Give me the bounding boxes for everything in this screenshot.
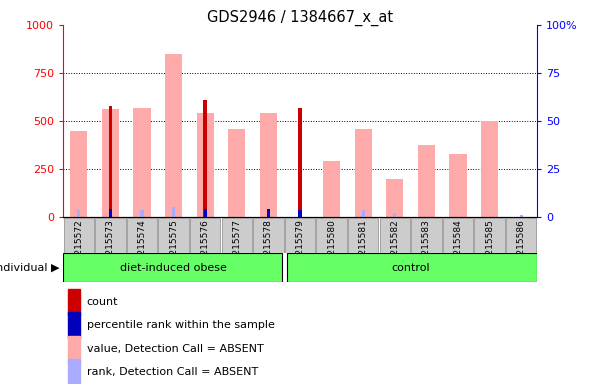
- FancyBboxPatch shape: [190, 218, 220, 253]
- Bar: [68, 359, 80, 384]
- FancyBboxPatch shape: [127, 218, 157, 253]
- Bar: [520, 215, 523, 217]
- FancyBboxPatch shape: [443, 218, 473, 253]
- Bar: [197, 113, 214, 217]
- FancyBboxPatch shape: [411, 218, 442, 253]
- Bar: [63, 253, 282, 282]
- Bar: [287, 253, 537, 282]
- FancyBboxPatch shape: [64, 218, 94, 253]
- Text: GSM215579: GSM215579: [296, 219, 305, 274]
- Bar: [418, 145, 435, 217]
- Text: GSM215583: GSM215583: [422, 219, 431, 274]
- Text: GSM215580: GSM215580: [327, 219, 336, 274]
- Text: GSM215585: GSM215585: [485, 219, 494, 274]
- Bar: [323, 161, 340, 217]
- Text: percentile rank within the sample: percentile rank within the sample: [87, 320, 275, 330]
- Bar: [481, 121, 498, 217]
- Text: GSM215575: GSM215575: [169, 219, 178, 274]
- Text: GSM215584: GSM215584: [454, 219, 463, 273]
- Text: value, Detection Call = ABSENT: value, Detection Call = ABSENT: [87, 344, 263, 354]
- Bar: [362, 210, 365, 217]
- Bar: [203, 209, 207, 217]
- Bar: [68, 336, 80, 362]
- Text: GSM215582: GSM215582: [391, 219, 400, 273]
- FancyBboxPatch shape: [380, 218, 410, 253]
- Text: GSM215578: GSM215578: [264, 219, 273, 274]
- Bar: [172, 207, 175, 217]
- Text: GSM215576: GSM215576: [200, 219, 210, 274]
- Bar: [393, 213, 397, 217]
- Bar: [267, 209, 270, 217]
- Bar: [260, 113, 277, 217]
- Bar: [109, 106, 112, 217]
- Bar: [70, 131, 88, 217]
- Text: GSM215581: GSM215581: [359, 219, 368, 274]
- Text: count: count: [87, 297, 118, 307]
- Bar: [228, 129, 245, 217]
- FancyBboxPatch shape: [348, 218, 379, 253]
- Bar: [203, 100, 207, 217]
- Text: GSM215573: GSM215573: [106, 219, 115, 274]
- Bar: [386, 179, 403, 217]
- Bar: [102, 109, 119, 217]
- FancyBboxPatch shape: [158, 218, 189, 253]
- Text: individual ▶: individual ▶: [0, 263, 60, 273]
- Bar: [449, 154, 467, 217]
- Text: GSM215572: GSM215572: [74, 219, 83, 273]
- Text: rank, Detection Call = ABSENT: rank, Detection Call = ABSENT: [87, 367, 258, 377]
- Bar: [298, 210, 302, 217]
- Text: control: control: [391, 263, 430, 273]
- Bar: [77, 210, 80, 217]
- FancyBboxPatch shape: [95, 218, 125, 253]
- Text: GSM215574: GSM215574: [137, 219, 146, 273]
- Bar: [355, 129, 372, 217]
- FancyBboxPatch shape: [253, 218, 284, 253]
- FancyBboxPatch shape: [475, 218, 505, 253]
- Bar: [68, 312, 80, 338]
- FancyBboxPatch shape: [221, 218, 252, 253]
- FancyBboxPatch shape: [506, 218, 536, 253]
- Bar: [267, 209, 270, 217]
- Bar: [109, 209, 112, 217]
- Text: GDS2946 / 1384667_x_at: GDS2946 / 1384667_x_at: [207, 10, 393, 26]
- FancyBboxPatch shape: [316, 218, 347, 253]
- Text: diet-induced obese: diet-induced obese: [120, 263, 227, 273]
- Bar: [140, 210, 143, 217]
- Bar: [133, 108, 151, 217]
- Bar: [165, 54, 182, 217]
- Bar: [298, 108, 302, 217]
- Bar: [68, 288, 80, 315]
- Text: GSM215577: GSM215577: [232, 219, 241, 274]
- Text: GSM215586: GSM215586: [517, 219, 526, 274]
- FancyBboxPatch shape: [285, 218, 315, 253]
